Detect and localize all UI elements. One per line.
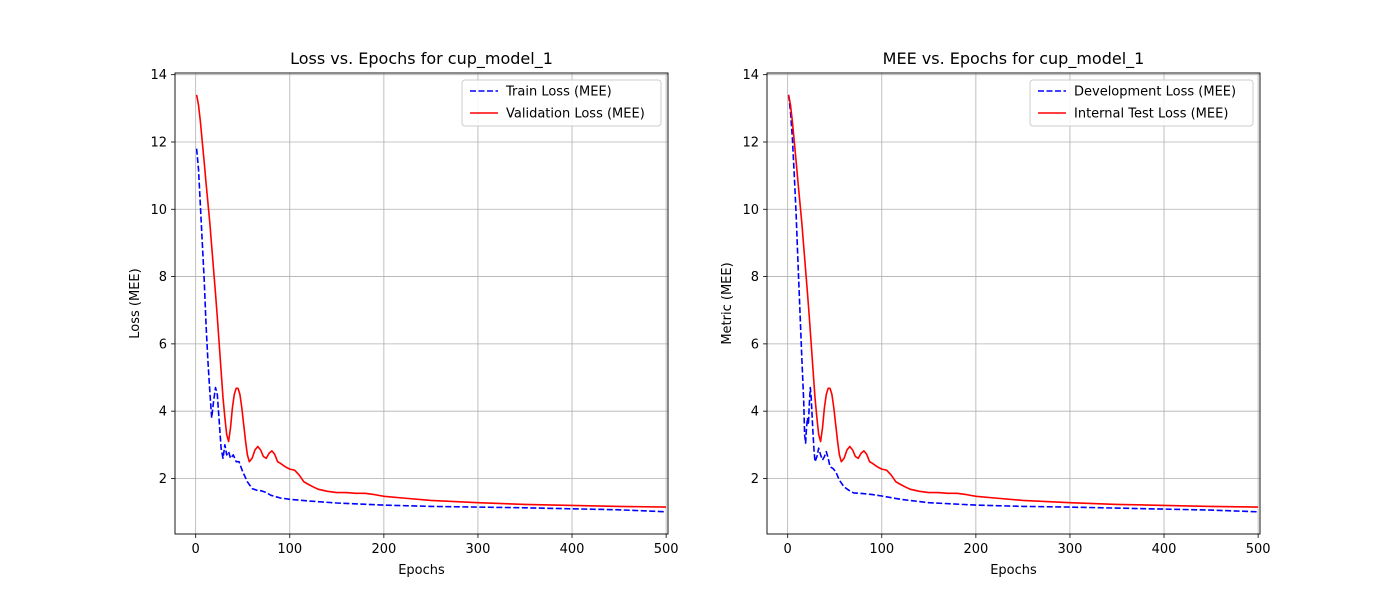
y-tick-label: 8 (159, 270, 167, 285)
x-tick-label: 100 (869, 542, 894, 557)
x-tick-label: 200 (371, 542, 396, 557)
x-axis-label: Epochs (990, 563, 1037, 578)
y-tick-label: 6 (159, 337, 167, 352)
y-tick-label: 14 (150, 68, 167, 83)
y-tick-label: 6 (751, 337, 759, 352)
y-tick-label: 12 (742, 135, 759, 150)
x-tick-label: 0 (784, 542, 792, 557)
legend: Train Loss (MEE) Validation Loss (MEE) (461, 79, 662, 127)
y-tick-label: 4 (751, 405, 759, 420)
y-tick-label: 8 (751, 270, 759, 285)
series-line-1 (787, 94, 1259, 513)
x-tick-label: 400 (560, 542, 585, 557)
x-tick-label: 100 (277, 542, 302, 557)
plot-frame (174, 72, 669, 535)
plot-frame (766, 72, 1261, 535)
legend-box (1029, 79, 1254, 127)
y-tick-label: 12 (150, 135, 167, 150)
x-tick-label: 200 (963, 542, 988, 557)
series-line-2 (787, 94, 1259, 508)
y-tick-label: 10 (742, 203, 759, 218)
legend-label: Internal Test Loss (MEE) (1074, 107, 1228, 122)
legend-box (461, 79, 662, 127)
series-line-1 (195, 148, 667, 513)
x-axis-label: Epochs (398, 563, 445, 578)
y-tick-label: 14 (742, 68, 759, 83)
x-tick-label: 300 (1058, 542, 1083, 557)
chart-title: Loss vs. Epochs for cup_model_1 (290, 49, 553, 69)
y-axis-label: Metric (MEE) (720, 262, 735, 344)
chart-1: 0 100 200 300 400 500 2 4 6 8 10 12 14 Loss vs. Epoch… (128, 49, 679, 578)
x-tick-label: 300 (466, 542, 491, 557)
y-tick-label: 4 (159, 405, 167, 420)
legend: Development Loss (MEE) Internal Test Loss… (1029, 79, 1254, 127)
x-tick-label: 0 (192, 542, 200, 557)
legend-label: Validation Loss (MEE) (506, 107, 645, 122)
y-tick-label: 2 (751, 472, 759, 487)
y-tick-label: 2 (159, 472, 167, 487)
legend-label: Development Loss (MEE) (1074, 85, 1236, 100)
chart-title: MEE vs. Epochs for cup_model_1 (883, 49, 1145, 69)
y-tick-label: 10 (150, 203, 167, 218)
series-line-2 (195, 94, 667, 508)
x-tick-label: 500 (654, 542, 679, 557)
chart-2: 0 100 200 300 400 500 2 4 6 8 10 12 14 MEE vs. Epochs… (720, 49, 1271, 578)
y-axis-label: Loss (MEE) (128, 268, 143, 338)
x-tick-label: 400 (1152, 542, 1177, 557)
x-tick-label: 500 (1246, 542, 1271, 557)
legend-label: Train Loss (MEE) (505, 85, 612, 100)
